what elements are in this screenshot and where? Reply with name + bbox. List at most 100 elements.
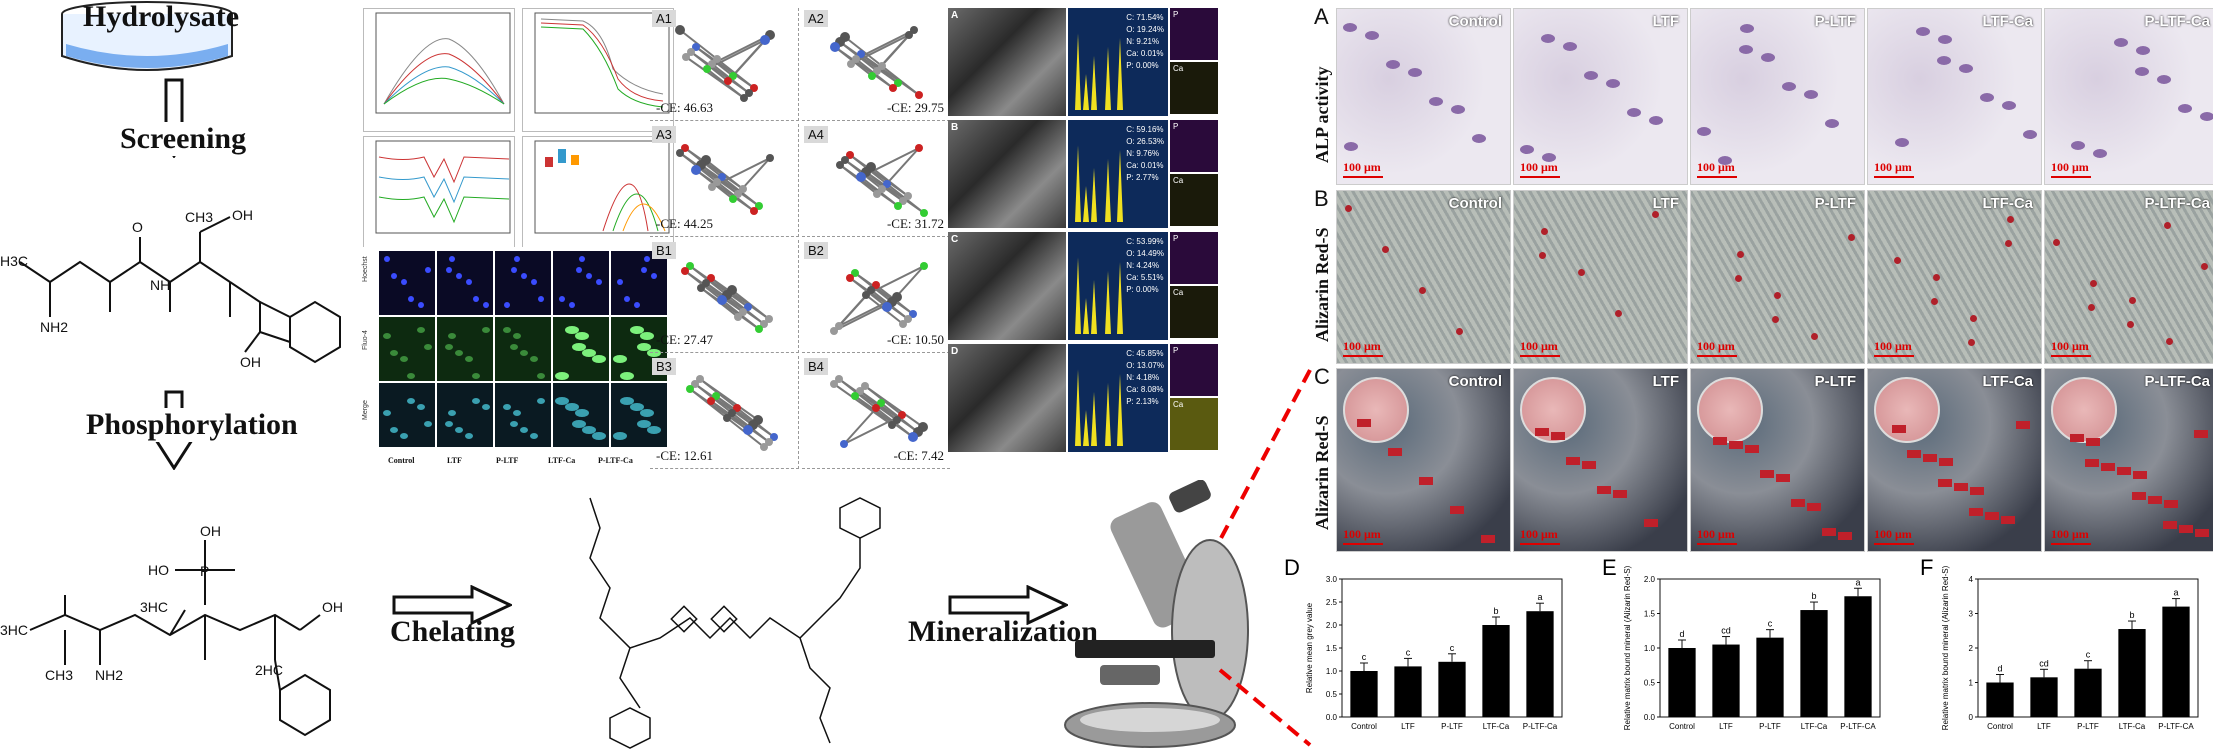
stained-cell (2178, 104, 2192, 113)
scale-bar: 100 μm (1874, 339, 1914, 357)
sem-panel-id: A (951, 10, 959, 21)
cell-spot (569, 302, 575, 308)
atom (846, 274, 854, 282)
svg-text:CH3: CH3 (45, 667, 73, 683)
atom (847, 60, 855, 68)
chelating-label: Chelating (390, 615, 516, 648)
cell-spot (576, 267, 582, 273)
docking-panel-id: B3 (652, 358, 676, 375)
stained-cell (1980, 93, 1994, 102)
element-map: Ca (1170, 62, 1218, 114)
chart-panel-letter: E (1602, 555, 1617, 580)
stain-patch (2001, 516, 2015, 524)
eds-peak (1091, 56, 1097, 110)
element-map-label: Ca (1173, 400, 1184, 409)
cell-spot (520, 350, 528, 356)
cell-spot (624, 296, 630, 302)
y-tick-label: 0.5 (1644, 679, 1656, 688)
atom (717, 295, 727, 305)
atom (676, 149, 684, 157)
stain-patch (1791, 499, 1805, 507)
micro-image: P-LTF-Ca 100 μm (2044, 190, 2213, 364)
mineral-nodule (1615, 310, 1622, 317)
svg-text:2HC: 2HC (255, 662, 283, 678)
right-arrow-2-icon (948, 584, 1070, 630)
scale-bar: 100 μm (1874, 160, 1914, 178)
cell-spot (446, 267, 452, 273)
category-label: LTF (2037, 722, 2051, 731)
micro-image: LTF 100 μm (1513, 190, 1688, 364)
atom (739, 308, 747, 316)
stained-cell (1740, 24, 1754, 33)
scale-bar: 100 μm (2051, 527, 2091, 545)
atom (713, 55, 721, 63)
atom (878, 185, 886, 193)
eds-element-line: Ca: 5.51% (1126, 273, 1164, 282)
cell-spot (613, 355, 627, 363)
bond (706, 39, 766, 70)
sem-eds-panels: A C: 71.54% O: 19.24% N: 9.21% Ca: 0.01% P: 0… (948, 8, 1238, 458)
element-map-label: P (1173, 346, 1179, 355)
atom (894, 79, 902, 87)
micro-row-title: Alizarin Red-S (1312, 227, 1332, 343)
fluorescence-tile (495, 317, 551, 381)
stained-cell (1343, 23, 1357, 32)
eds-element-line: Ca: 8.08% (1126, 385, 1164, 394)
significance-letter: c (1768, 619, 1773, 629)
petri-dish (60, 0, 235, 78)
atom (915, 144, 923, 152)
y-tick-label: 1.0 (1644, 644, 1656, 653)
stain-patch (1939, 458, 1953, 466)
bar-charts: D 0.0 0.5 1.0 1.5 2.0 2.5 3.0 c Control c LTF c P-LTF… (1270, 553, 2213, 751)
eds-peak (1083, 410, 1089, 446)
svg-text:3HC: 3HC (0, 622, 28, 638)
culture-well (2051, 377, 2117, 443)
micro-col-label: LTF-Ca (1982, 373, 2033, 390)
cell-spot (400, 356, 408, 362)
docking-panels: A1 -CE: 46.63 A2 -CE: 29.75 A3 -CE: 44.25 A4 -C… (650, 8, 950, 469)
atom (734, 313, 742, 321)
cell-spot (640, 409, 654, 417)
cell-spot (640, 332, 654, 340)
docking-panel-id: A4 (804, 126, 828, 143)
cell-spot (596, 279, 602, 285)
stain-patch (1388, 448, 1402, 456)
bond (850, 34, 910, 65)
atom (745, 89, 753, 97)
svg-text:HO: HO (148, 562, 169, 578)
cell-spot (613, 432, 627, 440)
stained-cell (2114, 38, 2128, 47)
cell-spot (617, 279, 623, 285)
fluorescence-spectra-panel (522, 8, 674, 132)
sem-panel-id: B (951, 122, 959, 133)
y-tick-label: 3 (1969, 610, 1974, 619)
docking-panel: A4 -CE: 31.72 (802, 124, 950, 237)
atom (910, 26, 918, 34)
cell-spot (620, 372, 634, 380)
significance-letter: b (1493, 606, 1498, 616)
stained-cell (1804, 90, 1818, 99)
cell-spot (530, 356, 538, 362)
stained-cell (2071, 141, 2085, 150)
bar (1526, 611, 1554, 717)
atom (899, 320, 907, 328)
micro-col-label: LTF-Ca (1982, 13, 2033, 30)
atom (905, 31, 913, 39)
atom (915, 91, 923, 99)
significance-letter: d (1679, 629, 1684, 639)
atom (718, 173, 726, 181)
atom (836, 161, 844, 169)
svg-text:O: O (132, 219, 143, 235)
atom (675, 25, 685, 35)
chart-panel-letter: D (1284, 555, 1300, 580)
cell-spot (407, 373, 415, 379)
element-map: Ca (1170, 174, 1218, 226)
mineral-nodule (1382, 246, 1389, 253)
stained-cell (2135, 67, 2149, 76)
stain-patch (1729, 441, 1743, 449)
stained-cell (2200, 112, 2213, 121)
atom (861, 382, 869, 390)
cell-spot (575, 332, 589, 340)
culture-well (1697, 377, 1763, 443)
category-label: Control (1987, 722, 2013, 731)
